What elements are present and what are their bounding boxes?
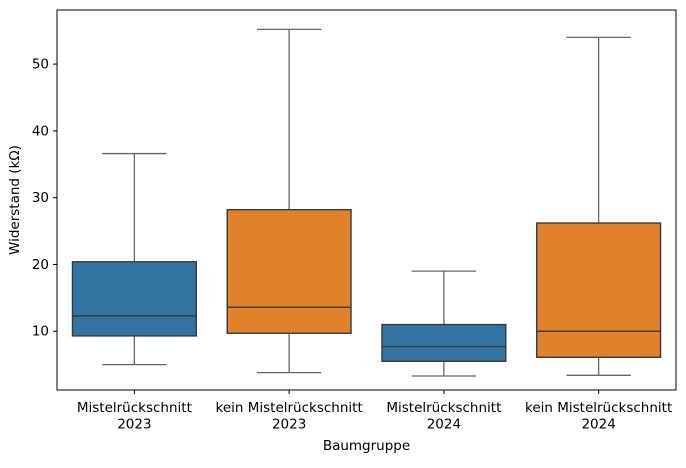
box-mistelrueckschnitt-2024 [381,323,507,362]
x-category-label-mistelrueckschnitt-2023: Mistelrückschnitt 2023 [77,400,192,433]
y-axis-label: Widerstand (kΩ) [7,145,23,255]
y-tick-label: 30 [32,190,49,206]
box-mistelrueckschnitt-2023 [71,261,197,337]
x-category-label-mistelrueckschnitt-2024: Mistelrückschnitt 2024 [386,400,501,433]
box-kein-mistelrueckschnitt-2023 [226,208,352,334]
x-category-label-kein-mistelrueckschnitt-2023: kein Mistelrückschnitt 2023 [215,400,362,433]
y-tick-label: 20 [32,257,49,273]
y-tick-label: 10 [32,324,49,340]
box-kein-mistelrueckschnitt-2024 [536,222,662,358]
x-axis-label: Baumgruppe [322,438,411,454]
y-tick-label: 50 [32,57,49,73]
x-category-label-kein-mistelrueckschnitt-2024: kein Mistelrückschnitt 2024 [525,400,672,433]
y-tick-label: 40 [32,123,49,139]
